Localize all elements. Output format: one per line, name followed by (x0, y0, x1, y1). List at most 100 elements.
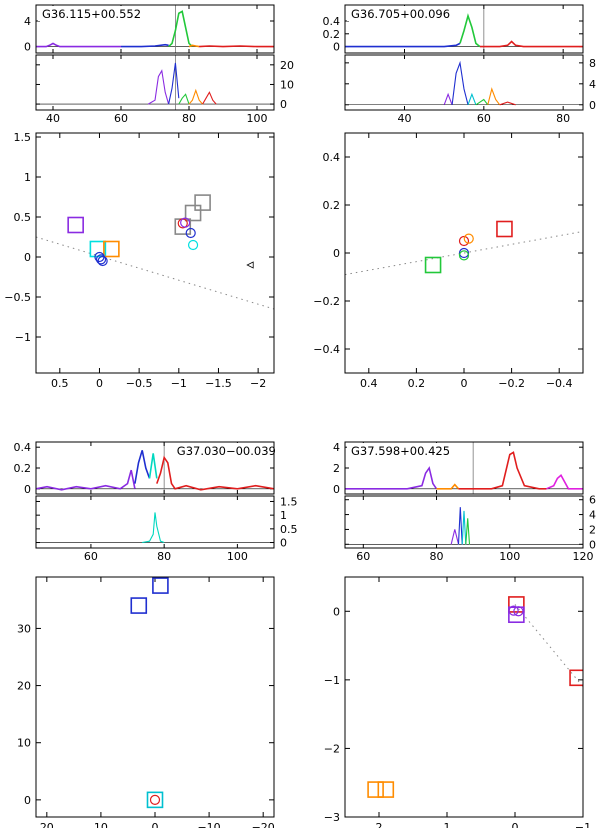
y-tick-label: 0.2 (323, 199, 341, 212)
spot-square (152, 577, 169, 594)
spectrum-series-blue (457, 507, 463, 545)
spectrum-series-orange (188, 88, 204, 105)
x-tick-label: −1 (575, 821, 591, 828)
spot-circle (187, 239, 199, 251)
y-tick-label: 20 (280, 59, 294, 72)
spot-map-plot-area (345, 220, 583, 276)
x-tick-label: 100 (227, 550, 248, 563)
spectrum-series-violet (35, 469, 136, 491)
x-tick-label: 0 (512, 821, 519, 828)
spectrum-series-cyan (461, 510, 467, 545)
y-tick-label: −2 (324, 742, 340, 755)
y-tick-label: 1 (24, 171, 31, 184)
spectrum-series-red (499, 101, 516, 106)
source-title: G37.598+00.425 (351, 444, 450, 458)
y-tick-label: −0.5 (4, 291, 31, 304)
spectrum-series-cyan (142, 512, 165, 544)
spectrum-series-violet (345, 466, 438, 490)
spot-circle (508, 605, 519, 616)
spectrum-frame (35, 4, 275, 54)
y-tick-label: 0 (24, 251, 31, 264)
spectrum-series-red (458, 451, 547, 490)
x-tick-label: 20 (40, 821, 54, 828)
spot-square (496, 220, 513, 238)
y-tick-label: −3 (324, 811, 340, 824)
y-tick-label: 0 (333, 483, 340, 496)
spot-map-plot-area (130, 577, 169, 809)
spectrum-series-blue (121, 43, 169, 48)
spot-circle (95, 254, 107, 265)
x-tick-label: −0.2 (498, 377, 525, 390)
x-tick-label: 1 (444, 821, 451, 828)
y-tick-label: 10 (280, 78, 294, 91)
y-tick-label: 30 (17, 622, 31, 635)
x-tick-label: 100 (499, 550, 520, 563)
y-tick-label: 4 (24, 15, 31, 28)
x-tick-label: −0.5 (126, 377, 153, 390)
x-tick-label: 120 (573, 550, 594, 563)
spectrum-series-green (465, 518, 471, 545)
y-tick-label: 4 (589, 509, 596, 522)
x-tick-label: 80 (430, 550, 444, 563)
spectrum-top-G37.030: 0 0.2 0.4 G37.030−00.039 (14, 441, 276, 496)
spectrum-series-red (202, 91, 217, 105)
spectrum-series-green (168, 10, 193, 48)
spectrum-frame (344, 495, 584, 549)
y-tick-label: 0 (280, 98, 287, 111)
x-tick-label: 60 (114, 112, 128, 125)
x-tick-label: 80 (157, 550, 171, 563)
x-tick-label: 100 (247, 112, 268, 125)
y-tick-label: 20 (17, 680, 31, 693)
title-background (38, 6, 142, 21)
spot-map-plot-area (367, 596, 583, 798)
y-tick-label: −0.2 (313, 295, 340, 308)
y-tick-label: 0.4 (323, 151, 341, 164)
x-tick-label: −0.4 (546, 377, 573, 390)
spectrum-series-violet (147, 69, 170, 105)
y-tick-label: 0.4 (14, 441, 32, 454)
spectrum-series-blue (168, 62, 180, 105)
fit-line (36, 236, 274, 310)
x-tick-label: 60 (84, 550, 98, 563)
x-tick-label: 0 (96, 377, 103, 390)
title-background (172, 443, 276, 458)
x-tick-label: 60 (477, 112, 491, 125)
spot-square (508, 596, 525, 613)
spot-map-frame (35, 576, 275, 818)
x-tick-label: 0 (461, 377, 468, 390)
fit-line (514, 604, 583, 688)
spectrum-frame (344, 441, 584, 495)
y-tick-label: 0 (333, 41, 340, 54)
x-tick-label: 80 (556, 112, 570, 125)
spot-circle (458, 250, 470, 261)
y-tick-label: 0 (24, 794, 31, 807)
y-tick-label: 0.2 (14, 462, 32, 475)
y-tick-label: 10 (17, 737, 31, 750)
spectrum-series-blue (345, 42, 461, 48)
spectrum-frame (35, 54, 275, 111)
spot-circle (463, 233, 474, 244)
spot-square (569, 669, 583, 687)
x-tick-label: 10 (94, 821, 108, 828)
y-tick-label: 0.5 (280, 523, 298, 536)
spot-triangle (246, 261, 254, 269)
spectrum-series-green (459, 13, 481, 48)
x-tick-label: 80 (182, 112, 196, 125)
spot-circle (458, 235, 470, 247)
spot-circle (180, 217, 191, 228)
spot-square (367, 781, 384, 798)
y-tick-label: 0 (589, 538, 596, 551)
spot-circle (513, 606, 524, 617)
spot-map-G36.115: 0.5 0 −0.5 −1 −1.5 −2 −1 −0.5 0 0.5 1 1.5 (4, 131, 274, 390)
x-tick-label: −20 (252, 821, 275, 828)
y-tick-label: 0 (589, 99, 596, 112)
spot-square (424, 256, 442, 274)
spot-map-G36.705: 0.4 0.2 0 −0.2 −0.4 −0.4 −0.2 0 0.2 0.4 (313, 133, 583, 390)
y-tick-label: 4 (333, 441, 340, 454)
spot-map-G37.598: 2 1 0 −1 −3 −2 −1 0 (324, 577, 591, 832)
source-title: G36.115+00.552 (42, 7, 141, 21)
spectrum-frame (35, 441, 275, 495)
